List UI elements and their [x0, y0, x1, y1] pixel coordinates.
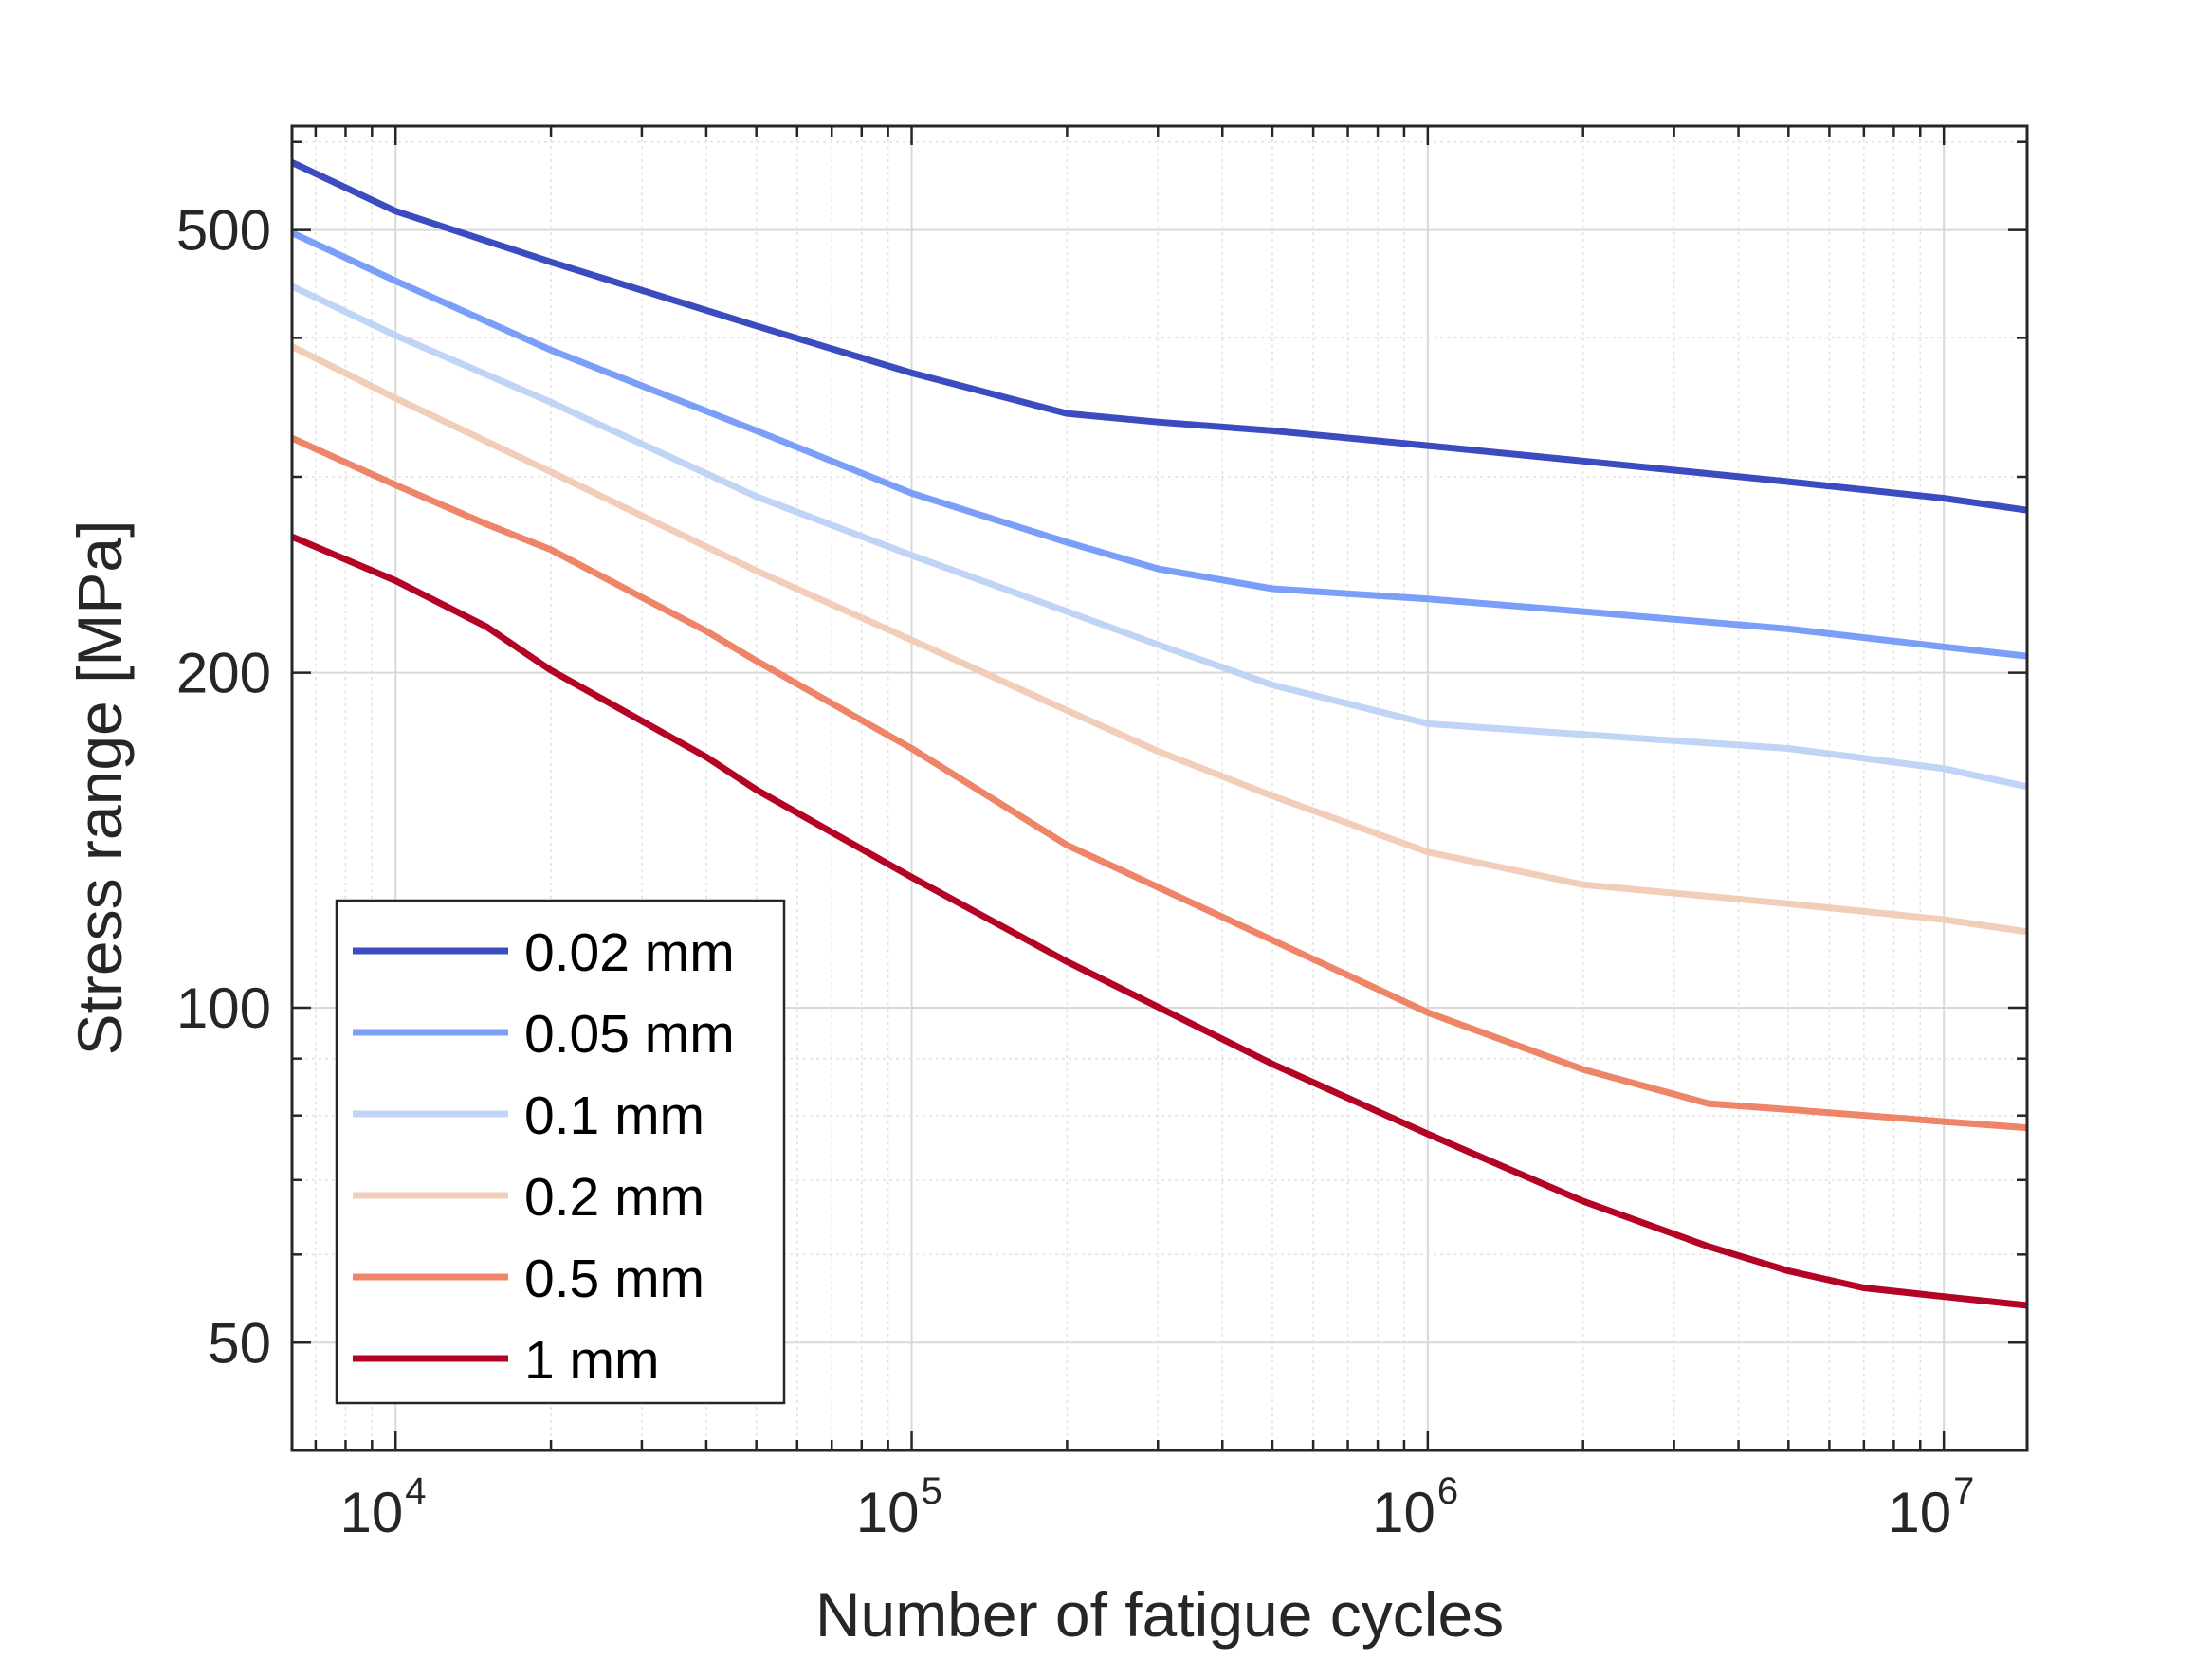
- x-tick-label-exponent: 4: [405, 1470, 426, 1512]
- legend-label: 0.02 mm: [524, 922, 735, 983]
- x-tick-label: 10 7: [1888, 1470, 1974, 1544]
- series-line-5: [290, 435, 2028, 1132]
- series-line-1: [290, 159, 2028, 514]
- data-series: [290, 159, 2028, 1309]
- x-tick-label-exponent: 7: [1953, 1470, 1974, 1512]
- x-tick-label-base: 10: [339, 1481, 403, 1544]
- series-line-6: [290, 533, 2028, 1309]
- legend-label: 0.5 mm: [524, 1249, 704, 1309]
- x-tick-label-exponent: 5: [922, 1470, 942, 1512]
- x-tick-label: 10 6: [1372, 1470, 1458, 1544]
- y-tick-label: 500: [176, 199, 271, 263]
- legend-label: 0.1 mm: [524, 1085, 704, 1146]
- series-line-3: [290, 283, 2028, 791]
- legend-box: [335, 899, 786, 1405]
- y-tick-label: 50: [208, 1311, 271, 1375]
- x-tick-label: 10 4: [339, 1470, 426, 1544]
- legend-label: 1 mm: [524, 1330, 660, 1391]
- x-tick-label: 10 5: [856, 1470, 942, 1544]
- legend-label: 0.05 mm: [524, 1004, 735, 1065]
- y-tick-label: 100: [176, 976, 271, 1040]
- x-axis-title: Number of fatigue cycles: [815, 1579, 1504, 1650]
- plot-frame: [290, 124, 2029, 1452]
- x-tick-label-base: 10: [856, 1481, 920, 1544]
- y-axis-title: Stress range [MPa]: [64, 520, 135, 1056]
- y-tick-label: 200: [176, 642, 271, 705]
- axis-ticks: [292, 126, 2027, 1452]
- legend-label: 0.2 mm: [524, 1167, 704, 1228]
- x-tick-label-exponent: 6: [1437, 1470, 1458, 1512]
- legend: 0.02 mm 0.05 mm 0.1 mm 0.2 mm 0.5 mm 1 mm: [335, 899, 786, 1405]
- x-tick-label-base: 10: [1888, 1481, 1951, 1544]
- series-line-2: [290, 229, 2028, 660]
- x-tick-label-base: 10: [1372, 1481, 1435, 1544]
- series-line-4: [290, 343, 2028, 936]
